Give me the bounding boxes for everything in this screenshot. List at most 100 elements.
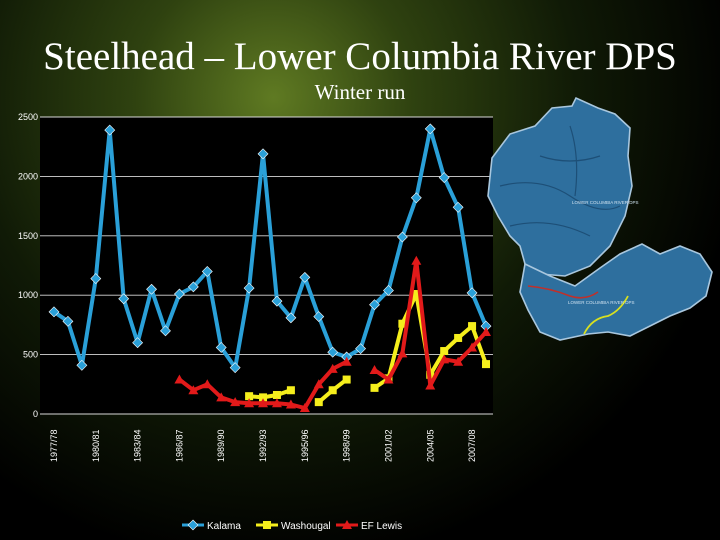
map-north-region <box>487 96 633 277</box>
y-tick-label: 2000 <box>18 171 38 181</box>
legend-label: Washougal <box>281 521 331 532</box>
data-point <box>230 397 241 407</box>
data-point <box>453 356 464 366</box>
x-tick-label: 1995/96 <box>300 429 310 462</box>
data-point <box>481 327 491 337</box>
x-tick-label: 1998/99 <box>342 429 352 462</box>
y-tick-label: 2500 <box>18 112 38 122</box>
data-point <box>299 403 310 413</box>
data-point <box>229 362 241 374</box>
map-label-1: LOWER COLUMBIA RIVER DPS <box>572 200 639 205</box>
series-line-kalama <box>52 126 488 370</box>
data-point <box>342 520 352 529</box>
x-tick-label: 1980/81 <box>91 429 101 462</box>
data-point <box>263 521 271 529</box>
data-point <box>370 383 379 392</box>
data-point <box>328 386 337 395</box>
data-point <box>215 342 227 353</box>
data-point <box>341 356 352 366</box>
river-red <box>527 285 599 299</box>
data-point <box>187 281 199 293</box>
data-point <box>397 348 408 358</box>
chart-subtitle: Winter run <box>314 80 406 104</box>
x-tick-label: 2004/05 <box>425 429 435 462</box>
data-point <box>132 337 144 349</box>
data-point <box>327 363 338 373</box>
y-tick-label: 1000 <box>18 290 38 300</box>
data-point <box>257 148 269 160</box>
data-point <box>90 273 102 284</box>
x-tick-label: 1977/78 <box>49 429 59 462</box>
legend-label: EF Lewis <box>361 521 402 532</box>
data-point <box>188 385 199 395</box>
data-point <box>299 271 311 283</box>
data-point <box>271 398 282 408</box>
data-point <box>272 390 281 399</box>
data-point <box>216 392 227 402</box>
y-tick-label: 1500 <box>18 231 38 241</box>
data-point <box>76 359 88 371</box>
data-point <box>286 386 295 395</box>
data-point <box>424 123 436 135</box>
data-point <box>313 379 324 389</box>
data-point <box>410 192 422 204</box>
data-point <box>187 519 199 531</box>
data-point <box>439 354 450 364</box>
data-point <box>383 374 394 384</box>
x-tick-label: 1986/87 <box>174 429 184 462</box>
data-point <box>173 288 185 300</box>
data-point <box>396 231 408 243</box>
x-tick-label: 2001/02 <box>383 429 393 462</box>
data-point <box>369 299 380 311</box>
data-point <box>271 295 283 307</box>
data-point <box>258 398 269 408</box>
data-point <box>285 399 296 409</box>
data-point <box>411 255 422 265</box>
data-point <box>342 375 351 384</box>
river-yellow <box>583 295 629 335</box>
map-label-2: LOWER COLUMBIA RIVER DPS <box>568 300 635 305</box>
data-point <box>314 398 323 407</box>
data-point <box>285 312 297 324</box>
map-south-region <box>519 243 713 341</box>
data-point <box>482 360 490 369</box>
data-point <box>245 392 254 401</box>
data-point <box>244 398 255 408</box>
data-point <box>452 201 464 213</box>
data-point <box>202 379 213 389</box>
data-point <box>146 283 157 295</box>
data-point <box>468 322 477 331</box>
data-point <box>243 282 255 294</box>
data-point <box>398 319 407 328</box>
data-point <box>355 343 367 355</box>
data-point <box>383 285 394 296</box>
x-tick-label: 1992/93 <box>258 429 268 462</box>
data-point <box>118 293 130 305</box>
data-point <box>313 311 325 323</box>
data-point <box>454 333 463 342</box>
slide-title: Steelhead – Lower Columbia River DPS <box>43 35 677 78</box>
data-point <box>62 315 74 327</box>
data-point <box>104 124 116 136</box>
data-point <box>160 325 171 337</box>
x-tick-label: 1983/84 <box>133 429 143 462</box>
series-line-washougal <box>248 388 292 400</box>
data-point <box>174 374 185 384</box>
data-point <box>440 347 449 356</box>
data-point <box>201 266 213 277</box>
data-point <box>438 172 450 184</box>
river-network <box>499 125 621 237</box>
data-point <box>369 365 380 375</box>
x-tick-label: 2007/08 <box>467 429 477 462</box>
y-tick-label: 500 <box>23 350 38 360</box>
data-point <box>327 346 339 358</box>
lower-columbia-map: LOWER COLUMBIA RIVER DPS LOWER COLUMBIA … <box>487 96 713 341</box>
data-point <box>412 290 421 299</box>
data-point <box>425 380 436 390</box>
x-tick-label: 1989/90 <box>216 429 226 462</box>
data-point <box>466 287 478 299</box>
data-point <box>48 306 60 318</box>
data-point <box>259 393 268 402</box>
y-tick-label: 0 <box>33 409 38 419</box>
